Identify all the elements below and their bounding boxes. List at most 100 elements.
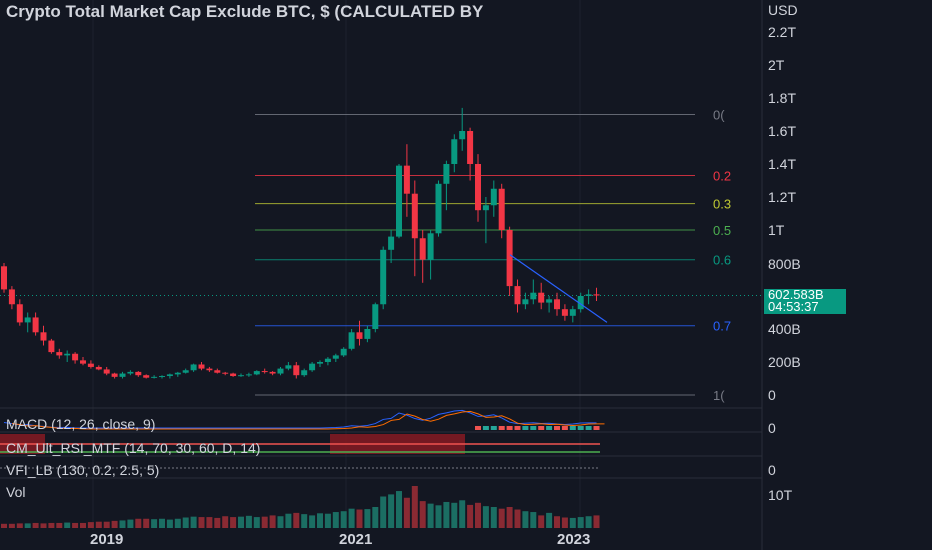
volume-bar — [459, 500, 466, 528]
volume-bar — [293, 512, 300, 528]
macd-histogram-bar — [490, 426, 497, 430]
volume-bar — [451, 502, 458, 528]
volume-bar — [332, 512, 339, 528]
fib-level-label: 0.7 — [713, 319, 731, 334]
volume-indicator-label[interactable]: Vol — [6, 484, 26, 500]
candle-body — [332, 355, 339, 359]
y-tick-label: 800B — [768, 256, 801, 272]
bar-countdown: 04:53:37 — [768, 299, 819, 314]
volume-bar — [554, 516, 560, 528]
volume-bar — [577, 517, 584, 528]
candle-body — [435, 183, 442, 234]
candle-body — [482, 205, 489, 211]
candle-body — [522, 299, 529, 305]
fib-level-label: 0.6 — [713, 253, 731, 268]
volume-bar — [64, 522, 71, 528]
candle-body — [206, 368, 213, 371]
candle-body — [585, 294, 592, 296]
volume-bar — [285, 513, 292, 528]
candle-body — [356, 332, 363, 339]
candle-body — [1, 266, 7, 290]
volume-bar — [16, 523, 23, 528]
volume-bar — [301, 514, 308, 528]
volume-bar — [435, 505, 442, 528]
candle-body — [538, 292, 545, 303]
candle-body — [56, 352, 63, 356]
candle-body — [151, 376, 158, 378]
candle-body — [198, 364, 205, 369]
y-tick-label: 2T — [768, 57, 785, 73]
candle-body — [475, 164, 481, 211]
candle-body — [554, 299, 560, 310]
chart-title: Crypto Total Market Cap Exclude BTC, $ (… — [6, 2, 484, 21]
candle-body — [340, 348, 347, 356]
candle-body — [443, 164, 450, 184]
candle-body — [166, 374, 173, 377]
volume-bar — [8, 523, 15, 528]
candle-body — [561, 309, 568, 316]
y-tick-label: 0 — [768, 387, 776, 403]
candle-body — [514, 286, 521, 305]
x-tick-label: 2019 — [90, 531, 124, 548]
candle-body — [80, 360, 86, 364]
volume-bar — [238, 516, 244, 528]
candle-body — [451, 139, 458, 164]
volume-bar — [317, 513, 323, 528]
candle-body — [111, 373, 118, 377]
macd-indicator-label[interactable]: MACD (12, 26, close, 9) — [6, 416, 156, 432]
candle-body — [8, 289, 15, 305]
volume-axis-label: 10T — [768, 487, 793, 503]
macd-histogram-bar — [482, 426, 489, 430]
candle-body — [103, 369, 110, 374]
candle-body — [506, 230, 513, 287]
candle-body — [135, 371, 142, 376]
y-tick-label: 400B — [768, 321, 801, 337]
candle-body — [317, 362, 323, 364]
macd-signal-line — [11, 410, 605, 430]
candle-body — [403, 165, 410, 194]
volume-bar — [261, 516, 268, 528]
volume-bar — [111, 520, 118, 528]
candle-body — [324, 358, 331, 362]
y-tick-label: 1.2T — [768, 189, 797, 205]
candle-body — [309, 363, 316, 371]
volume-bar — [514, 509, 521, 528]
rsi-indicator-label[interactable]: CM_Ult_RSI_MTF (14, 70, 30, 60, D, 14) — [6, 440, 261, 456]
candle-body — [269, 371, 276, 374]
candle-body — [159, 376, 165, 378]
volume-bar — [546, 512, 553, 528]
volume-bar — [198, 517, 205, 528]
volume-bar — [538, 515, 545, 528]
candle-body — [127, 371, 134, 374]
volume-bar — [443, 501, 450, 528]
volume-bar — [206, 517, 213, 528]
candle-body — [143, 375, 150, 378]
candle-body — [546, 299, 553, 303]
macd-histogram-bar — [475, 426, 481, 430]
fib-level-label: 1( — [713, 388, 725, 403]
macd-histogram-bar — [538, 426, 545, 430]
y-tick-label: 2.2T — [768, 24, 797, 40]
volume-bar — [143, 518, 150, 528]
volume-bar — [309, 515, 316, 528]
volume-bar — [467, 504, 474, 528]
y-tick-label: 1.8T — [768, 90, 797, 106]
candle-body — [119, 373, 126, 377]
volume-bar — [364, 509, 371, 528]
vfi-indicator-label[interactable]: VFI_LB (130, 0.2, 2.5, 5) — [6, 462, 160, 478]
candle-body — [72, 353, 79, 361]
x-tick-label: 2023 — [557, 531, 591, 548]
y-tick-label: 1T — [768, 222, 785, 238]
volume-bar — [166, 519, 173, 528]
volume-bar — [561, 517, 568, 528]
vfi-zero-label: 0 — [768, 462, 776, 478]
volume-bar — [269, 515, 276, 528]
macd-histogram-bar — [561, 426, 568, 430]
volume-bar — [95, 521, 102, 528]
volume-bar — [48, 522, 55, 528]
volume-bar — [182, 517, 189, 528]
candle-body — [380, 249, 387, 305]
volume-bar — [24, 523, 31, 528]
y-tick-label: 200B — [768, 354, 801, 370]
